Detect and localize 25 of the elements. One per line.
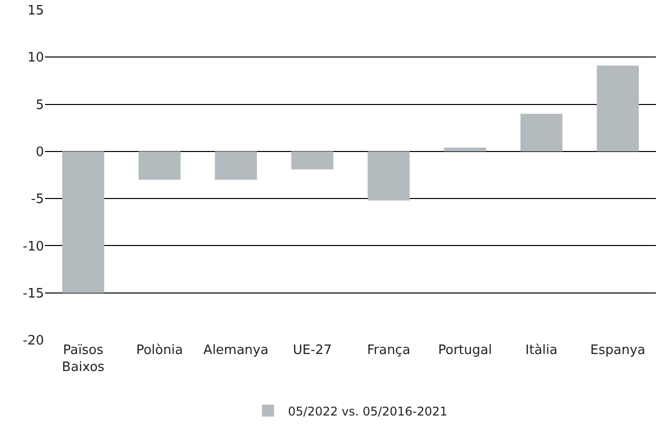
bar (596, 66, 639, 152)
x-tick-label: Països Baixos (62, 343, 105, 375)
y-tick-label: 5 (36, 98, 44, 113)
y-tick-label: -15 (22, 286, 44, 302)
y-tick-label: 15 (27, 4, 44, 19)
x-tick-label: Polònia (136, 343, 183, 358)
y-tick-label: 10 (27, 50, 44, 66)
bar (214, 151, 257, 180)
bar (520, 114, 562, 152)
legend-label: 05/2022 vs. 05/2016-2021 (288, 404, 448, 418)
bar (368, 151, 410, 200)
x-tick-label: UE-27 (292, 343, 332, 358)
x-tick-label: Itàlia (525, 343, 558, 358)
bar (291, 151, 334, 170)
bar (138, 151, 181, 180)
x-tick-label: Alemanya (203, 343, 268, 358)
y-tick-label: -5 (31, 192, 44, 208)
y-tick-label: -20 (22, 334, 44, 349)
x-tick-label: Portugal (438, 343, 492, 358)
x-tick-label: França (367, 343, 410, 358)
bar (62, 151, 104, 293)
bar (444, 148, 486, 152)
y-tick-label: 0 (36, 144, 44, 160)
y-tick-label: -10 (22, 239, 44, 254)
x-tick-label: Espanya (590, 343, 646, 358)
